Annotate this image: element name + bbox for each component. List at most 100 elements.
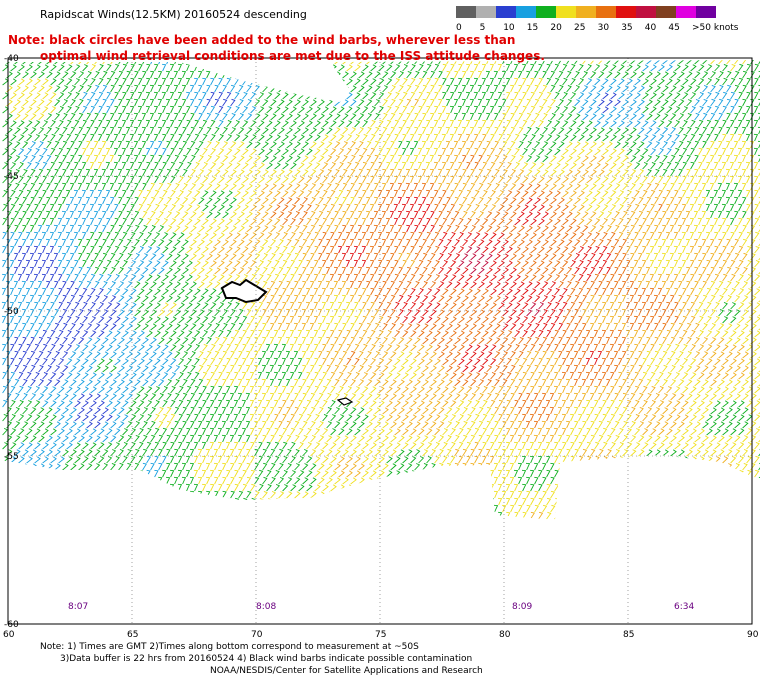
wind-barb <box>310 71 317 79</box>
wind-barb <box>282 176 289 184</box>
wind-barb <box>550 336 556 345</box>
wind-barb <box>286 113 293 121</box>
wind-barb <box>738 189 743 198</box>
wind-barb <box>546 148 553 156</box>
wind-barb <box>470 168 475 177</box>
wind-barb <box>725 182 731 191</box>
wind-barb <box>186 133 192 142</box>
wind-barb <box>118 98 123 107</box>
wind-barb <box>294 364 299 373</box>
wind-barb <box>445 112 451 121</box>
wind-barb <box>422 393 429 401</box>
wind-barb <box>50 301 55 310</box>
wind-barb <box>518 98 523 107</box>
wind-barb <box>614 266 619 275</box>
wind-barb <box>726 337 733 345</box>
wind-barb <box>374 407 381 415</box>
wind-barb <box>306 162 313 170</box>
wind-barb <box>718 84 724 93</box>
wind-barb <box>13 308 19 317</box>
wind-barb <box>742 266 748 275</box>
wind-barb <box>338 371 344 380</box>
wind-barb <box>82 315 88 324</box>
wind-barb <box>182 112 187 121</box>
wind-barb <box>194 232 201 240</box>
wind-barb <box>94 60 101 65</box>
wind-barb <box>322 92 329 100</box>
wind-barb <box>310 350 315 359</box>
wind-barb <box>158 420 164 429</box>
wind-barb <box>362 400 369 408</box>
wind-barb <box>118 238 124 247</box>
wind-barb <box>506 413 511 422</box>
wind-barb <box>470 295 477 303</box>
wind-barb <box>310 238 316 247</box>
wind-barb <box>446 421 453 429</box>
wind-barb <box>285 322 291 331</box>
wind-barb <box>606 113 613 121</box>
wind-barb <box>570 301 576 310</box>
wind-barb <box>178 147 184 156</box>
wind-barb <box>366 280 371 289</box>
wind-barb <box>654 141 661 149</box>
wind-barb <box>378 64 385 72</box>
wind-barb <box>590 322 595 331</box>
wind-barb <box>38 210 43 219</box>
wind-barb <box>734 210 739 219</box>
wind-barb <box>374 379 381 387</box>
wind-barb <box>322 231 327 240</box>
wind-barb <box>750 407 757 415</box>
wind-barb <box>274 162 281 170</box>
wind-barb <box>626 385 632 394</box>
wind-barb <box>126 421 133 429</box>
wind-barb <box>66 119 72 128</box>
wind-barb <box>338 301 343 310</box>
wind-barb <box>302 378 307 387</box>
wind-barb <box>422 98 427 107</box>
wind-barb <box>382 140 388 149</box>
wind-barb <box>538 176 545 184</box>
wind-barb <box>406 421 413 429</box>
wind-barb <box>514 399 519 408</box>
wind-barb <box>70 336 77 345</box>
wind-barb <box>642 64 649 72</box>
wind-barb <box>250 273 256 282</box>
wind-barb <box>94 309 101 317</box>
wind-barb <box>85 210 91 219</box>
wind-barb <box>546 301 552 310</box>
wind-barb <box>566 169 573 177</box>
wind-barb <box>162 372 169 380</box>
wind-barb <box>702 238 707 247</box>
wind-barb <box>170 302 177 310</box>
wind-barb <box>190 84 195 93</box>
wind-barb <box>746 217 751 226</box>
wind-barb <box>398 337 405 345</box>
wind-barb <box>74 315 80 324</box>
wind-barb <box>558 60 564 65</box>
wind-barb <box>50 372 57 380</box>
wind-barb <box>574 99 581 107</box>
wind-barb <box>150 323 157 331</box>
wind-barb <box>702 294 708 303</box>
wind-barb <box>678 154 684 163</box>
wind-barb <box>546 105 552 114</box>
wind-barb <box>490 161 496 170</box>
wind-barb <box>98 358 105 366</box>
wind-barb <box>194 91 199 100</box>
wind-barb <box>82 330 89 338</box>
wind-barb <box>138 344 145 352</box>
wind-barb <box>494 126 499 135</box>
wind-barb <box>38 113 45 121</box>
wind-barb <box>186 190 193 198</box>
wind-barb <box>126 112 131 121</box>
wind-barb <box>370 175 375 184</box>
wind-barb <box>634 343 639 352</box>
wind-barb <box>394 105 400 114</box>
wind-barb <box>530 274 537 282</box>
wind-barb <box>314 413 320 422</box>
wind-barb <box>93 182 99 191</box>
wind-barb <box>526 281 533 289</box>
wind-barb <box>474 413 480 422</box>
wind-barb <box>298 231 304 240</box>
wind-barb <box>29 252 35 261</box>
